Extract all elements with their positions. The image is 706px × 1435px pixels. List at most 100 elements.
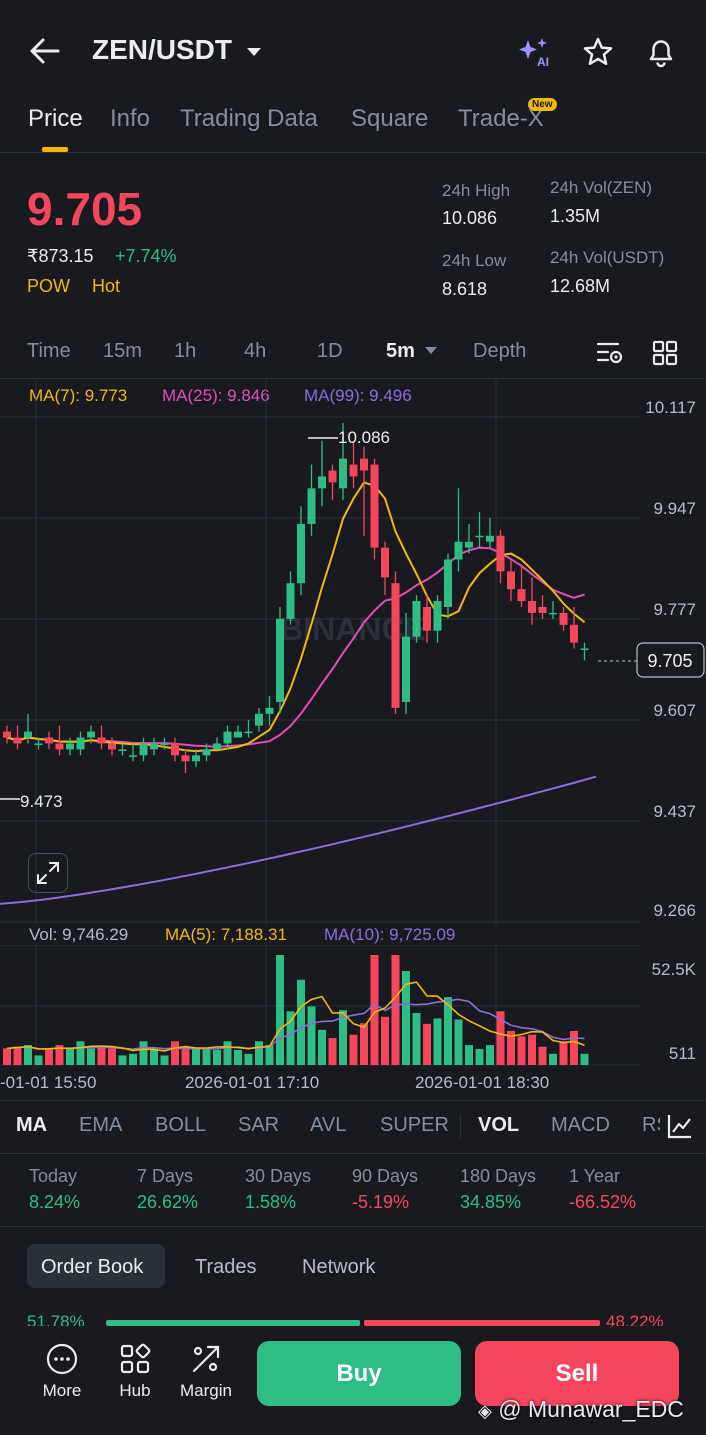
sell-button[interactable]: Sell	[475, 1341, 679, 1406]
indicator-macd[interactable]: MACD	[551, 1114, 610, 1136]
volume-bar	[265, 1045, 274, 1065]
indicator-vol[interactable]: VOL	[478, 1114, 520, 1136]
indicator-settings-icon[interactable]	[666, 1112, 694, 1140]
candle-body	[307, 488, 316, 524]
perf-value: -5.19%	[352, 1192, 410, 1212]
watermark-user: ◈ @ Munawar_EDC	[478, 1396, 684, 1423]
interval-1d[interactable]: 1D	[317, 340, 343, 362]
tag-hot[interactable]: Hot	[92, 276, 121, 296]
chart-settings-icon[interactable]	[596, 340, 624, 366]
indicator-boll[interactable]: BOLL	[155, 1114, 207, 1136]
tag-pow[interactable]: POW	[27, 276, 70, 296]
interval-depth[interactable]: Depth	[473, 340, 527, 362]
back-arrow-icon[interactable]	[28, 34, 62, 68]
indicator-sar[interactable]: SAR	[238, 1114, 280, 1136]
vol-quote-label: 24h Vol(USDT)	[550, 248, 665, 267]
indicator-ma[interactable]: MA	[16, 1114, 48, 1136]
candle-body	[486, 535, 494, 542]
star-icon[interactable]	[582, 36, 614, 68]
candle-body	[538, 606, 547, 613]
tab-order-book[interactable]: Order Book	[41, 1256, 144, 1278]
nav-more[interactable]: More	[27, 1342, 97, 1401]
perf-value: 8.24%	[29, 1192, 81, 1212]
tab-square[interactable]: Square	[351, 105, 429, 132]
tab-trading-data[interactable]: Trading Data	[180, 105, 318, 132]
perf-value: -66.52%	[569, 1192, 637, 1212]
buy-button[interactable]: Buy	[257, 1341, 461, 1406]
volume-bar	[391, 955, 400, 1065]
volume-bar	[402, 971, 410, 1065]
last-price: 9.705	[27, 183, 143, 235]
divider	[460, 1114, 461, 1138]
candle-body	[412, 601, 421, 637]
tab-price[interactable]: Price	[28, 105, 83, 132]
volume-bar	[538, 1046, 547, 1065]
indicator-super[interactable]: SUPER	[380, 1114, 449, 1136]
volume-bar	[339, 1010, 347, 1065]
time-tick: 2026-01-01 17:10	[185, 1073, 320, 1092]
interval-15m[interactable]: 15m	[103, 340, 142, 362]
candle-body	[276, 618, 284, 702]
candle-body	[223, 731, 232, 744]
volume-bar	[192, 1048, 200, 1065]
candle-body	[402, 636, 410, 702]
volume-bar	[108, 1048, 116, 1065]
candle-body	[433, 601, 442, 631]
book-ratio: 51.78% 48.22%	[0, 1310, 706, 1326]
volume-bar	[181, 1046, 190, 1065]
ai-sparkle-icon[interactable]: AI	[516, 36, 554, 68]
volume-bar	[318, 1029, 326, 1065]
fullscreen-button[interactable]	[28, 853, 68, 893]
volume-bar	[528, 1034, 536, 1065]
divider	[0, 152, 706, 153]
price-tick: 9.266	[653, 901, 696, 920]
interval-time[interactable]: Time	[27, 340, 71, 362]
volume-bar	[34, 1055, 43, 1065]
price-tick: 9.607	[653, 701, 696, 720]
volume-bar	[3, 1048, 11, 1065]
grid-layout-icon[interactable]	[652, 340, 678, 366]
candle-body	[45, 737, 53, 744]
interval-5m[interactable]: 5m	[386, 340, 415, 362]
interval-1h[interactable]: 1h	[174, 340, 197, 362]
volume-bar	[150, 1048, 158, 1065]
vol-ma5-legend: MA(5): 7,188.31	[165, 925, 287, 944]
perf-label: 90 Days	[352, 1166, 419, 1186]
sell-ratio-bar	[364, 1320, 600, 1326]
candle-body	[192, 755, 200, 762]
pair-title[interactable]: ZEN/USDT	[92, 34, 262, 66]
tab-network[interactable]: Network	[302, 1256, 376, 1278]
vol-quote-value: 12.68M	[550, 276, 611, 296]
indicator-rsi[interactable]: RSI	[642, 1114, 660, 1136]
indicator-avl[interactable]: AVL	[310, 1114, 347, 1136]
expand-icon	[37, 862, 59, 884]
volume-bar	[234, 1049, 242, 1065]
volume-chart[interactable]	[0, 945, 706, 1067]
volume-bar	[465, 1045, 473, 1065]
volume-bar	[87, 1048, 95, 1065]
tab-order-book-bg[interactable]	[27, 1244, 165, 1288]
price-change: +7.74%	[115, 246, 177, 266]
candle-body	[150, 743, 158, 750]
candle-body	[528, 601, 536, 613]
candlestick-chart[interactable]: BINANCE 10.086 9.473 9.705	[0, 380, 706, 925]
volume-bar	[454, 1019, 463, 1065]
caret-down-icon	[425, 347, 437, 354]
nav-margin[interactable]: Margin	[171, 1342, 241, 1401]
bell-icon[interactable]	[644, 35, 678, 69]
fiat-price: ₹873.15	[27, 246, 94, 266]
current-price-box	[636, 642, 705, 678]
candle-body	[108, 743, 116, 750]
nav-hub[interactable]: Hub	[100, 1342, 170, 1401]
volume-bar	[328, 1038, 337, 1065]
tab-trades[interactable]: Trades	[195, 1256, 257, 1278]
divider	[0, 1153, 706, 1154]
tab-info[interactable]: Info	[110, 105, 151, 132]
indicator-ema[interactable]: EMA	[79, 1114, 123, 1136]
time-tick: -01-01 15:50	[0, 1073, 97, 1092]
candle-body	[360, 458, 368, 471]
interval-4h[interactable]: 4h	[244, 340, 267, 362]
candle-body	[244, 731, 253, 734]
high-marker: 10.086	[338, 428, 390, 447]
high-value: 10.086	[442, 208, 498, 228]
